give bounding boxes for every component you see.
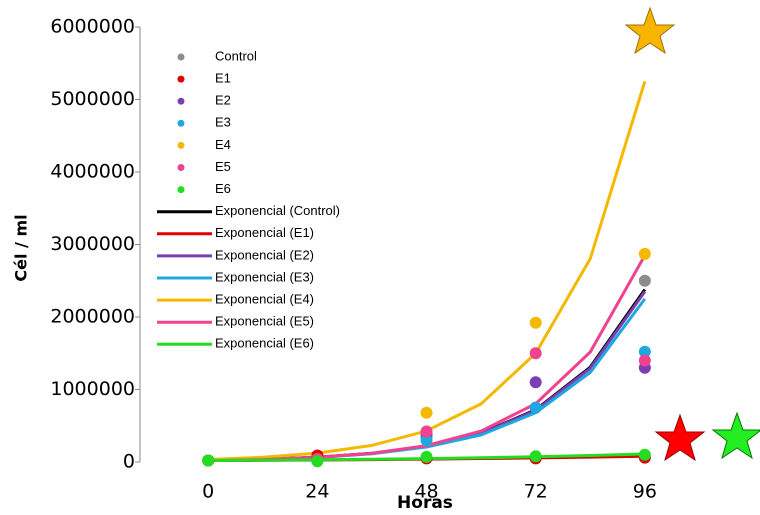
y-tick-label: 2000000 bbox=[50, 306, 135, 328]
data-point bbox=[529, 316, 542, 329]
y-tick-label: 0 bbox=[123, 451, 135, 473]
legend-label: E3 bbox=[215, 115, 231, 130]
x-tick-label: 72 bbox=[524, 481, 548, 503]
legend-marker bbox=[177, 141, 185, 149]
x-tick-label: 96 bbox=[633, 481, 657, 503]
y-tick-label: 5000000 bbox=[50, 88, 135, 110]
legend-marker bbox=[177, 53, 185, 61]
data-point bbox=[420, 450, 433, 463]
star bbox=[624, 6, 676, 55]
data-point bbox=[529, 450, 542, 463]
data-point bbox=[638, 354, 651, 367]
legend-label: Exponencial (E5) bbox=[215, 314, 314, 329]
data-point bbox=[202, 454, 215, 467]
y-tick-label: 4000000 bbox=[50, 161, 135, 183]
legend-marker bbox=[177, 164, 185, 171]
legend-label: Exponencial (E4) bbox=[215, 292, 314, 307]
star bbox=[654, 413, 706, 462]
y-tick-label: 3000000 bbox=[50, 233, 135, 255]
x-axis-title: Horas bbox=[397, 493, 453, 513]
legend-label: Control bbox=[215, 48, 257, 63]
legend-label: E4 bbox=[215, 137, 231, 152]
legend-label: Exponencial (E6) bbox=[215, 336, 314, 351]
y-axis-title: Cél / ml bbox=[12, 214, 31, 281]
x-tick-label: 0 bbox=[202, 481, 214, 503]
legend-label: Exponencial (E2) bbox=[215, 247, 314, 262]
data-point bbox=[420, 406, 433, 419]
star bbox=[711, 411, 760, 460]
legend-marker bbox=[177, 119, 185, 127]
legend-marker bbox=[177, 97, 185, 105]
legend-label: Exponencial (Control) bbox=[215, 203, 340, 218]
x-tick-label: 48 bbox=[414, 481, 438, 503]
data-point bbox=[420, 425, 433, 438]
legend-label: Exponencial (E1) bbox=[215, 225, 314, 240]
legend-marker bbox=[177, 186, 185, 194]
legend-label: E2 bbox=[215, 93, 231, 108]
data-point bbox=[311, 455, 324, 468]
y-tick-label: 1000000 bbox=[50, 378, 135, 400]
data-point bbox=[638, 247, 651, 260]
y-tick-label: 6000000 bbox=[50, 16, 135, 38]
data-point bbox=[420, 434, 433, 447]
legend-label: E5 bbox=[215, 159, 231, 174]
data-point bbox=[638, 448, 651, 461]
x-tick-label: 24 bbox=[305, 481, 329, 503]
legend-label: Exponencial (E3) bbox=[215, 269, 314, 284]
data-point bbox=[529, 401, 542, 414]
data-point bbox=[638, 274, 651, 287]
data-point bbox=[529, 347, 542, 360]
data-point bbox=[638, 345, 651, 358]
legend-marker bbox=[177, 75, 185, 83]
legend-label: E6 bbox=[215, 181, 231, 196]
legend-label: E1 bbox=[215, 71, 231, 86]
data-point bbox=[529, 376, 542, 389]
